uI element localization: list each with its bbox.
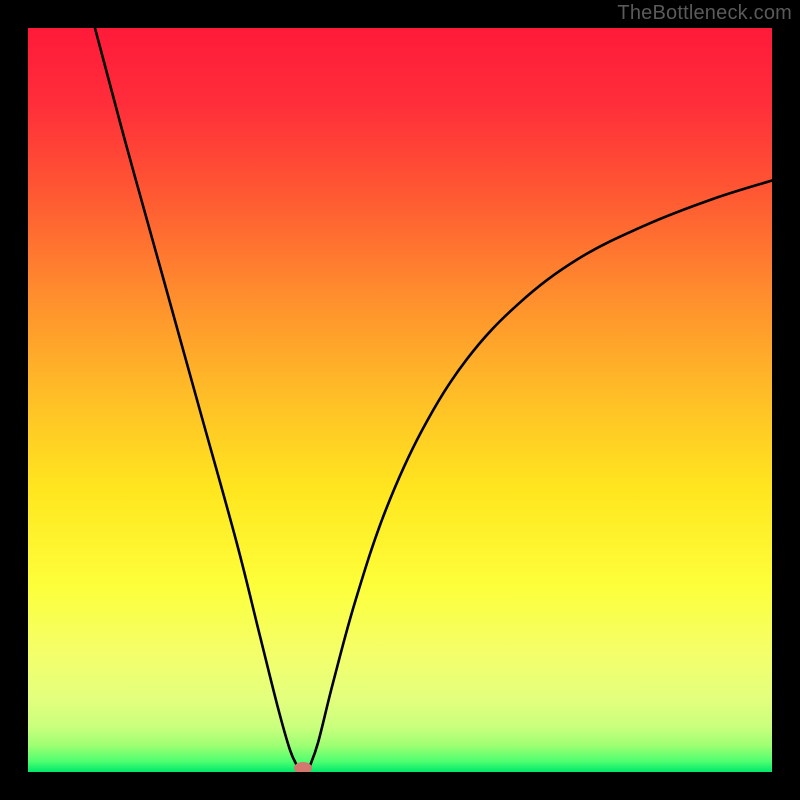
- frame-border-bottom: [0, 772, 800, 800]
- bottleneck-curve: [28, 28, 772, 772]
- frame-border-right: [772, 0, 800, 800]
- frame-border-left: [0, 0, 28, 800]
- curve-path: [95, 28, 772, 768]
- optimal-point-marker: [294, 762, 312, 772]
- plot-area: [28, 28, 772, 772]
- watermark-text: TheBottleneck.com: [617, 2, 792, 25]
